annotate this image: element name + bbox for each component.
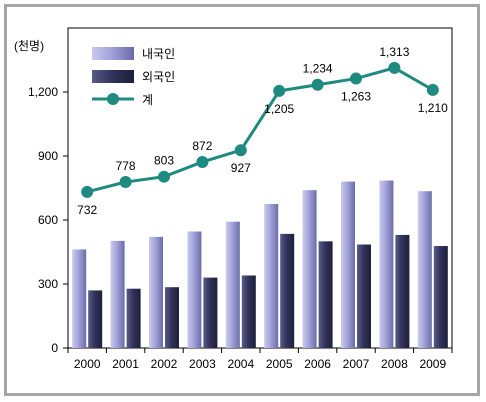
y-tick-label: 900 — [38, 149, 58, 163]
legend-swatch-total-marker — [107, 93, 119, 105]
x-tick-label: 2007 — [343, 357, 370, 371]
total-point — [426, 83, 439, 96]
bar-domestic — [187, 231, 202, 348]
total-data-label: 1,234 — [303, 62, 333, 76]
bars — [72, 180, 448, 348]
total-point — [158, 170, 170, 183]
total-data-label: 1,210 — [418, 101, 448, 115]
total-data-label: 927 — [231, 161, 251, 175]
total-point — [350, 72, 362, 85]
x-tick-label: 2005 — [266, 357, 293, 371]
bar-foreign — [395, 234, 410, 348]
axes: 0 300 600 900 1,200 2000 2001 2002 2003 2004 2005 2… — [28, 27, 453, 371]
total-data-label: 1,263 — [341, 90, 371, 104]
x-tick-label: 2003 — [189, 357, 216, 371]
x-tick-label: 2009 — [419, 357, 446, 371]
total-point — [311, 78, 324, 91]
legend-label: 내국인 — [142, 47, 175, 61]
bar-domestic — [225, 221, 240, 348]
bar-foreign — [357, 244, 371, 348]
x-tick-label: 2008 — [381, 357, 408, 371]
unit-label: (천명) — [14, 38, 44, 53]
x-tick-label: 2001 — [112, 357, 139, 371]
total-point — [119, 176, 132, 189]
y-tick-label: 1,200 — [28, 85, 58, 99]
total-data-label: 732 — [77, 203, 97, 217]
total-point — [388, 61, 401, 74]
total-point — [81, 185, 94, 198]
legend-swatch-foreign — [92, 70, 134, 83]
total-data-label: 1,313 — [379, 45, 409, 59]
bar-domestic — [264, 204, 279, 348]
bar-domestic — [110, 240, 125, 348]
bar-domestic — [149, 236, 163, 348]
total-line: 732 778 803 872 927 1,205 1,234 1,263 1,313 1,210 — [77, 45, 448, 217]
total-data-label: 1,205 — [264, 102, 294, 116]
x-tick-label: 2006 — [304, 357, 331, 371]
y-tick-label: 0 — [51, 341, 58, 355]
x-tick-label: 2000 — [74, 357, 101, 371]
bar-domestic — [417, 191, 432, 348]
total-line-path — [86, 66, 434, 194]
x-tick-label: 2004 — [227, 357, 254, 371]
bar-domestic — [302, 190, 317, 348]
total-point — [196, 155, 209, 168]
y-tick-label: 600 — [38, 213, 58, 227]
bar-domestic — [379, 180, 394, 348]
total-data-label: 778 — [116, 159, 136, 173]
bar-domestic — [341, 181, 355, 348]
bar-foreign — [203, 277, 218, 348]
bar-domestic — [72, 249, 87, 348]
bar-foreign — [165, 287, 179, 348]
x-tick-label: 2002 — [151, 357, 178, 371]
total-data-label: 803 — [154, 154, 174, 168]
bar-foreign — [318, 241, 333, 348]
bar-foreign — [280, 233, 295, 348]
total-point — [234, 144, 247, 157]
bar-foreign — [241, 275, 256, 348]
legend-swatch-domestic — [92, 47, 134, 60]
bar-foreign — [433, 246, 448, 348]
y-tick-label: 300 — [38, 277, 58, 291]
legend-label: 외국인 — [142, 70, 175, 84]
bar-foreign — [126, 288, 141, 348]
legend-label: 계 — [142, 93, 153, 107]
bar-foreign — [88, 290, 103, 348]
total-point — [273, 84, 286, 97]
total-data-label: 872 — [192, 139, 212, 153]
